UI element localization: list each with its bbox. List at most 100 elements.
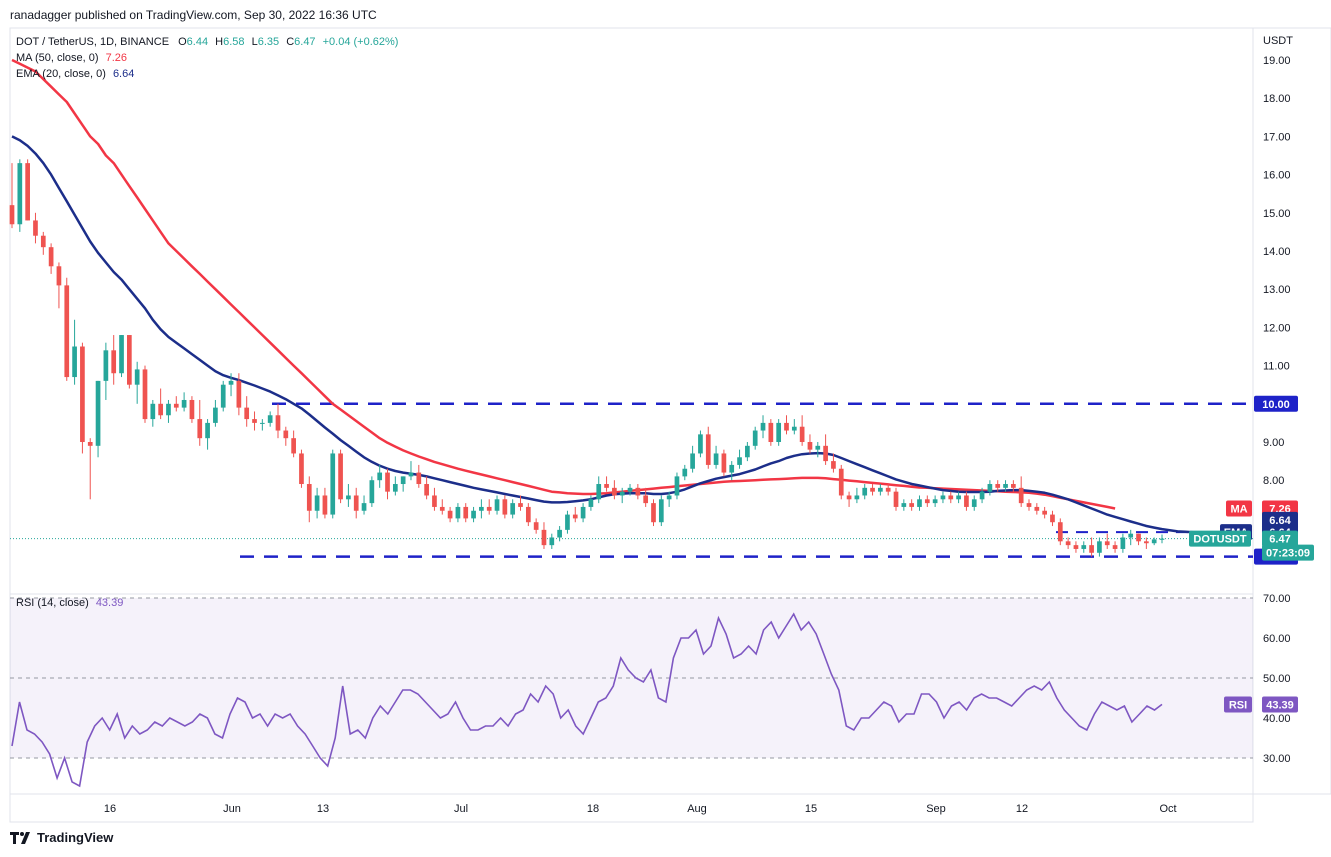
candle[interactable] <box>658 495 664 527</box>
candle[interactable] <box>33 212 38 244</box>
rsi-value-tag[interactable]: 43.39 <box>1262 696 1298 713</box>
candle[interactable] <box>635 484 641 500</box>
candle[interactable] <box>721 449 727 477</box>
candle[interactable] <box>893 487 899 511</box>
candle[interactable] <box>1042 506 1047 519</box>
candle[interactable] <box>932 495 938 507</box>
candle[interactable] <box>424 476 429 500</box>
candle[interactable] <box>111 335 117 385</box>
candle[interactable] <box>463 503 469 523</box>
candle[interactable] <box>752 426 758 450</box>
candle[interactable] <box>518 495 523 511</box>
candle[interactable] <box>776 419 782 446</box>
rsi-name-tag[interactable]: RSI <box>1224 696 1252 713</box>
candle[interactable] <box>275 403 281 439</box>
candle[interactable] <box>322 487 328 519</box>
candle[interactable] <box>48 243 54 274</box>
candle[interactable] <box>737 449 742 469</box>
candle[interactable] <box>306 476 312 523</box>
candle[interactable] <box>299 449 304 488</box>
candle[interactable] <box>127 335 132 389</box>
candle[interactable] <box>846 491 852 507</box>
candle[interactable] <box>1089 537 1094 557</box>
candle[interactable] <box>643 487 649 507</box>
candle[interactable] <box>17 159 23 232</box>
candle[interactable] <box>95 380 101 458</box>
candle[interactable] <box>455 503 461 523</box>
candle[interactable] <box>510 499 516 519</box>
candle[interactable] <box>259 419 265 431</box>
candle[interactable] <box>236 373 242 416</box>
candle[interactable] <box>557 526 562 542</box>
candle[interactable] <box>205 419 210 450</box>
candle[interactable] <box>353 487 359 519</box>
candle[interactable] <box>158 388 163 420</box>
candle[interactable] <box>698 430 703 458</box>
candle[interactable] <box>471 506 476 523</box>
candle[interactable] <box>713 445 719 469</box>
candle[interactable] <box>166 399 171 423</box>
candle[interactable] <box>330 449 336 519</box>
candle[interactable] <box>987 480 993 496</box>
candle[interactable] <box>948 491 954 504</box>
candle[interactable] <box>995 480 1001 492</box>
candle[interactable] <box>1128 529 1134 546</box>
candle[interactable] <box>181 392 187 412</box>
candle[interactable] <box>572 506 578 523</box>
candle[interactable] <box>142 365 148 423</box>
candle[interactable] <box>956 491 961 504</box>
candle[interactable] <box>1034 503 1040 515</box>
candle[interactable] <box>392 476 398 496</box>
candle[interactable] <box>150 399 156 427</box>
candle[interactable] <box>502 495 508 519</box>
candle[interactable] <box>807 434 813 454</box>
candle[interactable] <box>1104 533 1110 549</box>
candle[interactable] <box>447 506 453 523</box>
candle[interactable] <box>760 415 766 439</box>
candle[interactable] <box>1057 518 1063 546</box>
candle[interactable] <box>729 461 735 481</box>
candle[interactable] <box>791 419 797 435</box>
candle[interactable] <box>627 484 633 496</box>
candle[interactable] <box>862 484 868 500</box>
footer[interactable]: TradingView <box>10 830 113 845</box>
candle[interactable] <box>901 499 907 511</box>
candle[interactable] <box>9 163 15 229</box>
candle[interactable] <box>369 476 375 507</box>
candle[interactable] <box>940 491 946 504</box>
ema20-line[interactable] <box>11 135 1194 534</box>
candle[interactable] <box>565 510 570 534</box>
candle[interactable] <box>72 319 77 385</box>
candle[interactable] <box>400 476 406 492</box>
candle[interactable] <box>768 419 774 446</box>
candle[interactable] <box>1151 537 1157 546</box>
candle[interactable] <box>1050 510 1055 527</box>
candle[interactable] <box>745 442 750 462</box>
candle[interactable] <box>878 484 883 496</box>
candle[interactable] <box>314 487 320 519</box>
candle[interactable] <box>291 430 296 458</box>
candle[interactable] <box>525 503 531 527</box>
candle[interactable] <box>799 415 805 446</box>
candle[interactable] <box>690 445 695 473</box>
candle[interactable] <box>189 396 195 423</box>
candle[interactable] <box>346 484 351 507</box>
candle[interactable] <box>87 438 93 500</box>
candle[interactable] <box>1018 476 1024 507</box>
candle[interactable] <box>549 533 555 549</box>
candle[interactable] <box>56 262 62 309</box>
candle[interactable] <box>885 484 891 496</box>
time-axis-area[interactable] <box>9 793 1254 823</box>
candle[interactable] <box>228 373 234 397</box>
candle[interactable] <box>252 411 257 431</box>
candle[interactable] <box>854 487 860 504</box>
candle[interactable] <box>909 499 915 511</box>
ema-value-tag-upper[interactable]: 6.64 <box>1262 511 1298 528</box>
candle[interactable] <box>682 464 688 481</box>
candle[interactable] <box>604 476 609 492</box>
candle[interactable] <box>119 335 124 378</box>
candle[interactable] <box>197 399 203 446</box>
candle[interactable] <box>964 491 969 511</box>
candle[interactable] <box>25 159 30 221</box>
candle[interactable] <box>103 342 109 400</box>
